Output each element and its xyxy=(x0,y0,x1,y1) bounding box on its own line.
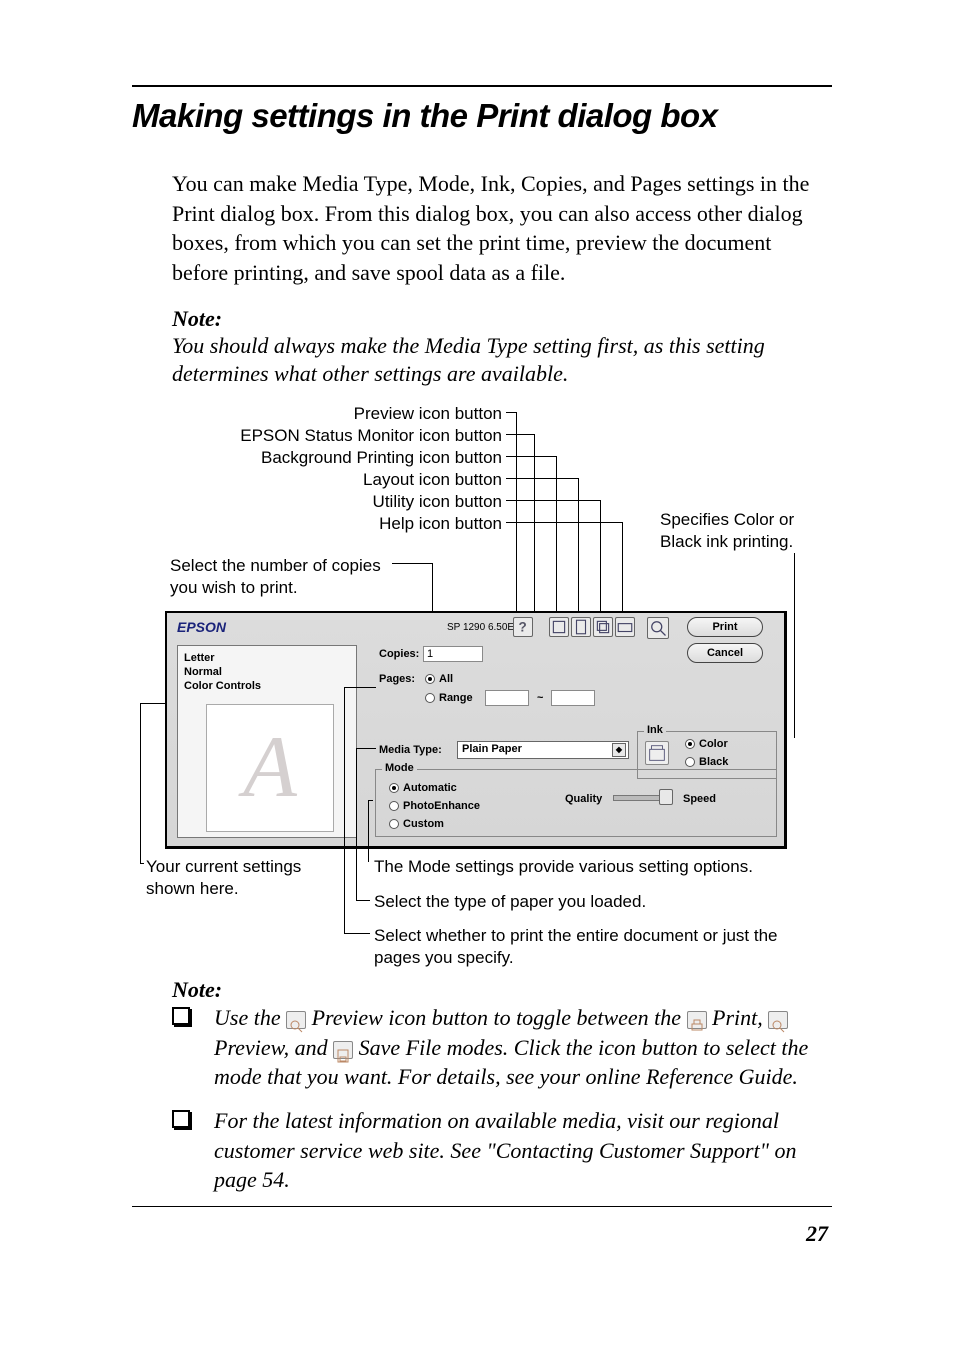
utility-icon[interactable] xyxy=(549,617,569,637)
mode-group-title: Mode xyxy=(382,762,417,774)
mode-photo-label: PhotoEnhance xyxy=(403,800,480,812)
status-panel: Letter Normal Color Controls A xyxy=(177,645,357,838)
page-number: 27 xyxy=(806,1221,828,1247)
brand-label: EPSON xyxy=(177,619,226,635)
status-line-1: Letter xyxy=(184,652,215,664)
print-button[interactable]: Print xyxy=(687,617,763,637)
pages-label: Pages: xyxy=(379,673,415,685)
note-label-1: Note: xyxy=(172,306,832,332)
layout-icon[interactable] xyxy=(571,617,591,637)
note2-1-d: Preview, and xyxy=(214,1035,333,1060)
pages-all-radio[interactable] xyxy=(425,674,435,684)
copies-label: Copies: xyxy=(379,648,419,660)
preview-letter: A xyxy=(243,717,297,818)
mode-photo-radio[interactable] xyxy=(389,801,399,811)
dropdown-arrow-icon: ◆ xyxy=(612,743,626,757)
svg-text:?: ? xyxy=(519,619,527,634)
pages-range-label: Range xyxy=(439,692,473,704)
note2-1-b: Preview icon button to toggle between th… xyxy=(306,1005,686,1030)
note2-2-text: For the latest information on available … xyxy=(214,1108,796,1192)
mode-custom-label: Custom xyxy=(403,818,444,830)
preview-icon[interactable] xyxy=(647,617,669,639)
notes-section-2: Note: Use the Preview icon button to tog… xyxy=(172,977,832,1195)
ink-black-radio[interactable] xyxy=(685,757,695,767)
media-type-label: Media Type: xyxy=(379,744,442,756)
mode-auto-radio[interactable] xyxy=(389,783,399,793)
media-type-dropdown[interactable]: Plain Paper ◆ xyxy=(457,741,629,759)
callout-layout-icon: Layout icon button xyxy=(152,469,502,491)
note2-item-2: For the latest information on available … xyxy=(172,1106,832,1195)
range-sep: ~ xyxy=(537,692,543,704)
mode-custom-radio[interactable] xyxy=(389,819,399,829)
copies-input[interactable]: 1 xyxy=(423,646,483,662)
print-inline-icon xyxy=(687,1011,707,1029)
heading: Making settings in the Print dialog box xyxy=(132,97,832,135)
pages-all-label: All xyxy=(439,673,453,685)
callout-paper-type: Select the type of paper you loaded. xyxy=(374,891,794,913)
callout-copies: Select the number of copies you wish to … xyxy=(170,555,390,599)
toolbar-icon-row: ? xyxy=(513,617,533,637)
note-body-1: You should always make the Media Type se… xyxy=(172,332,832,389)
note2-1-a: Use the xyxy=(214,1005,286,1030)
note2-1-c: Print, xyxy=(707,1005,769,1030)
print-dialog: EPSON SP 1290 6.50E ? Print Cancel Lette… xyxy=(165,611,787,849)
help-icon[interactable]: ? xyxy=(513,617,533,637)
checkbox-bullet-icon xyxy=(172,1110,190,1128)
note2-item-1: Use the Preview icon button to toggle be… xyxy=(172,1003,832,1092)
settings-preview: A xyxy=(206,704,334,832)
model-label: SP 1290 6.50E xyxy=(447,622,514,633)
callout-status-monitor: EPSON Status Monitor icon button xyxy=(152,425,502,447)
callout-ink: Specifies Color or Black ink printing. xyxy=(660,509,830,553)
savefile-inline-icon xyxy=(333,1041,353,1059)
bottom-rule xyxy=(132,1206,832,1207)
ink-black-label: Black xyxy=(699,756,728,768)
range-from-input[interactable] xyxy=(485,690,529,706)
note-label-2: Note: xyxy=(172,977,832,1003)
print-dialog-diagram: Preview icon button EPSON Status Monitor… xyxy=(152,403,832,973)
ink-group-title: Ink xyxy=(644,724,666,736)
callout-utility-icon: Utility icon button xyxy=(152,491,502,513)
preview-inline-icon-2 xyxy=(768,1011,788,1029)
intro-paragraph: You can make Media Type, Mode, Ink, Copi… xyxy=(172,169,832,288)
callout-pages: Select whether to print the entire docum… xyxy=(374,925,814,969)
page-content: Making settings in the Print dialog box … xyxy=(132,85,832,1209)
background-printing-icon[interactable] xyxy=(593,617,613,637)
range-to-input[interactable] xyxy=(551,690,595,706)
media-type-value: Plain Paper xyxy=(462,743,522,755)
cancel-button[interactable]: Cancel xyxy=(687,643,763,663)
callout-current-settings: Your current settings shown here. xyxy=(146,856,346,900)
callout-preview-icon: Preview icon button xyxy=(152,403,502,425)
callout-background-printing: Background Printing icon button xyxy=(152,447,502,469)
ink-color-label: Color xyxy=(699,738,728,750)
pages-range-radio[interactable] xyxy=(425,693,435,703)
ink-color-radio[interactable] xyxy=(685,739,695,749)
checkbox-bullet-icon xyxy=(172,1007,190,1025)
callout-help-icon: Help icon button xyxy=(152,513,502,535)
toolbar-icon-row-2 xyxy=(549,617,635,637)
slider-thumb[interactable] xyxy=(659,789,673,805)
status-monitor-icon[interactable] xyxy=(615,617,635,637)
speed-label: Speed xyxy=(683,793,716,805)
quality-label: Quality xyxy=(565,793,602,805)
preview-icon-wrap xyxy=(647,617,669,639)
status-line-2: Normal xyxy=(184,666,222,678)
mode-auto-label: Automatic xyxy=(403,782,457,794)
status-line-3: Color Controls xyxy=(184,680,261,692)
ink-cartridge-icon xyxy=(645,741,669,765)
callout-mode: The Mode settings provide various settin… xyxy=(374,856,814,878)
preview-inline-icon xyxy=(286,1011,306,1029)
top-rule xyxy=(132,85,832,87)
